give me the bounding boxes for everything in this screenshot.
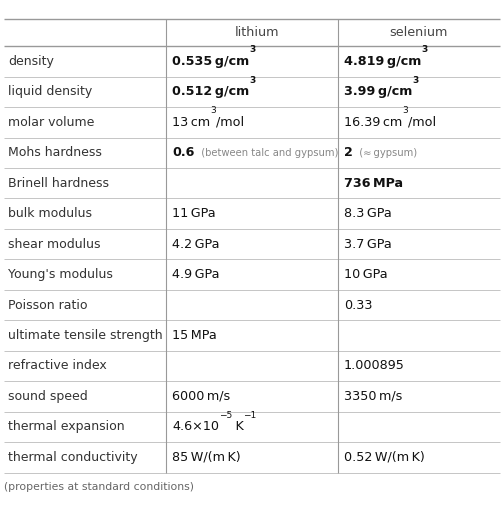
Text: 6000 m/s: 6000 m/s: [172, 390, 231, 403]
Text: 13 cm: 13 cm: [172, 116, 211, 129]
Text: sound speed: sound speed: [8, 390, 88, 403]
Text: 3.7 GPa: 3.7 GPa: [344, 238, 392, 250]
Text: lithium: lithium: [235, 26, 279, 39]
Text: Mohs hardness: Mohs hardness: [8, 146, 102, 159]
Text: 3350 m/s: 3350 m/s: [344, 390, 402, 403]
Text: thermal conductivity: thermal conductivity: [8, 451, 138, 464]
Text: density: density: [8, 55, 54, 68]
Text: 85 W/(m K): 85 W/(m K): [172, 451, 241, 464]
Text: bulk modulus: bulk modulus: [8, 207, 92, 220]
Text: thermal expansion: thermal expansion: [8, 421, 124, 433]
Text: selenium: selenium: [389, 26, 448, 39]
Text: 1.000895: 1.000895: [344, 360, 405, 372]
Text: molar volume: molar volume: [8, 116, 94, 129]
Text: 4.2 GPa: 4.2 GPa: [172, 238, 220, 250]
Text: refractive index: refractive index: [8, 360, 107, 372]
Text: 15 MPa: 15 MPa: [172, 329, 217, 342]
Text: 0.512 g/cm: 0.512 g/cm: [172, 86, 249, 98]
Text: 3: 3: [421, 45, 427, 55]
Text: Poisson ratio: Poisson ratio: [8, 299, 88, 311]
Text: 8.3 GPa: 8.3 GPa: [344, 207, 392, 220]
Text: 4.6×10: 4.6×10: [172, 421, 219, 433]
Text: (between talc and gypsum): (between talc and gypsum): [195, 148, 338, 158]
Text: 3: 3: [412, 76, 418, 85]
Text: 0.6: 0.6: [172, 146, 195, 159]
Text: 736 MPa: 736 MPa: [344, 177, 403, 190]
Text: /mol: /mol: [408, 116, 436, 129]
Text: 0.33: 0.33: [344, 299, 372, 311]
Text: 3: 3: [249, 76, 256, 85]
Text: 3: 3: [249, 45, 256, 55]
Text: shear modulus: shear modulus: [8, 238, 101, 250]
Text: (properties at standard conditions): (properties at standard conditions): [4, 482, 194, 492]
Text: liquid density: liquid density: [8, 86, 92, 98]
Text: 3: 3: [211, 106, 216, 116]
Text: Young's modulus: Young's modulus: [8, 268, 113, 281]
Text: 4.819 g/cm: 4.819 g/cm: [344, 55, 421, 68]
Text: (≈ gypsum): (≈ gypsum): [353, 148, 417, 158]
Text: 11 GPa: 11 GPa: [172, 207, 216, 220]
Text: 10 GPa: 10 GPa: [344, 268, 388, 281]
Text: Brinell hardness: Brinell hardness: [8, 177, 109, 190]
Text: 0.535 g/cm: 0.535 g/cm: [172, 55, 249, 68]
Text: ultimate tensile strength: ultimate tensile strength: [8, 329, 163, 342]
Text: 3: 3: [402, 106, 408, 116]
Text: K: K: [233, 421, 243, 433]
Text: /mol: /mol: [216, 116, 244, 129]
Text: 0.52 W/(m K): 0.52 W/(m K): [344, 451, 424, 464]
Text: 4.9 GPa: 4.9 GPa: [172, 268, 220, 281]
Text: 2: 2: [344, 146, 353, 159]
Text: −1: −1: [243, 411, 257, 420]
Text: 16.39 cm: 16.39 cm: [344, 116, 402, 129]
Text: 3.99 g/cm: 3.99 g/cm: [344, 86, 412, 98]
Text: −5: −5: [219, 411, 233, 420]
